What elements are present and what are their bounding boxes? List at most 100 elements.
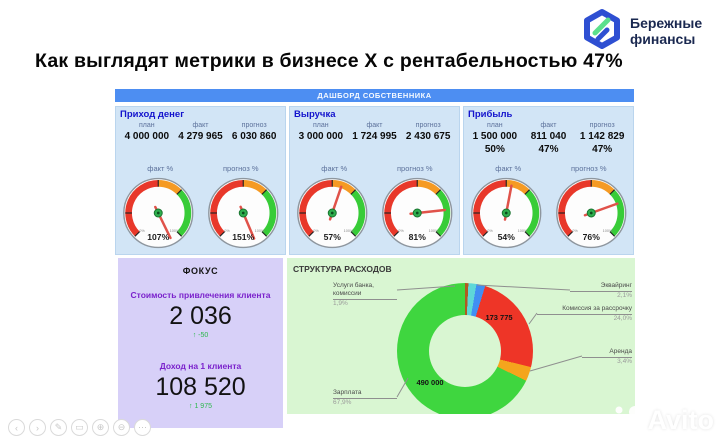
panel-title: Прибыль: [468, 109, 513, 120]
kpi-col-plan: план 1 500 000 50%: [468, 122, 522, 164]
callout-percent: 2,1%: [617, 292, 632, 300]
callout-percent: 67,9%: [333, 399, 352, 407]
gauge-labels: факт % прогноз %: [294, 164, 455, 173]
kpi-col-value: 1 500 000: [472, 131, 518, 142]
svg-text:100%: 100%: [428, 229, 438, 233]
kpi-col-value: 811 040: [530, 131, 567, 142]
svg-text:100%: 100%: [254, 229, 264, 233]
brand-name-line2: финансы: [630, 30, 696, 47]
focus-header: ФОКУС: [182, 266, 219, 276]
kpi-col-label: план: [487, 122, 503, 129]
kpi-col-value: 3 000 000: [298, 131, 344, 142]
prev-icon[interactable]: ‹: [8, 419, 25, 436]
gauge-label-fact: факт %: [321, 164, 348, 173]
cac-delta: ↑ -50: [192, 332, 209, 339]
kpi-col-percent: 50%: [484, 144, 505, 155]
dashboard-header: ДАШБОРД СОБСТВЕННИКА: [115, 89, 634, 102]
kpi-panel-row: Приход денег план 4 000 000 факт 4 279 9…: [115, 106, 634, 255]
kpi-col-plan: план 4 000 000: [120, 122, 174, 164]
kpi-col-label: план: [313, 122, 329, 129]
svg-text:100%: 100%: [518, 229, 528, 233]
kpi-col-forecast: прогноз 6 030 860: [227, 122, 281, 164]
gauge-labels: факт % прогноз %: [468, 164, 629, 173]
slice-value-installment: 173 775: [485, 313, 513, 322]
svg-text:0%: 0%: [487, 229, 493, 233]
shape-icon[interactable]: ▭: [71, 419, 88, 436]
kpi-col-label: прогноз: [589, 122, 615, 129]
revenue-per-client-label: Доход на 1 клиента: [159, 361, 242, 371]
gauge-fact: 0% 100% 107%: [120, 174, 197, 252]
panel-revenue: Выручка план 3 000 000 факт 1 724 995 пр…: [289, 106, 460, 255]
kpi-columns: план 1 500 000 50% факт 811 040 47% прог…: [468, 122, 629, 164]
panel-title: Приход денег: [120, 109, 185, 120]
page-title: Как выглядят метрики в бизнесе X с рента…: [35, 50, 623, 72]
kpi-columns: план 4 000 000 факт 4 279 965 прогноз 6 …: [120, 122, 281, 164]
callout-percent: 24,0%: [613, 315, 632, 323]
kpi-col-value: 1 724 995: [352, 131, 397, 142]
callout-label: Комиссия за рассрочку: [537, 305, 632, 316]
callout-percent: 1,9%: [333, 300, 348, 308]
avito-watermark: Avito: [611, 403, 715, 438]
gauge-pair: 0% 100% 107% 0% 100% 151%: [120, 174, 281, 252]
gauge-label-forecast: прогноз %: [222, 164, 259, 173]
gauge-forecast: 0% 100% 81%: [379, 174, 456, 252]
expenses-title: СТРУКТУРА РАСХОДОВ: [293, 264, 392, 274]
avito-logo-icon: [611, 403, 645, 438]
next-icon[interactable]: ›: [29, 419, 46, 436]
gauge-pair: 0% 100% 54% 0% 100% 76%: [468, 174, 629, 252]
kpi-col-fact: факт 1 724 995: [348, 122, 402, 164]
gauge-label-forecast: прогноз %: [570, 164, 607, 173]
kpi-col-label: прогноз: [241, 122, 267, 129]
panel-title: Выручка: [294, 109, 336, 120]
kpi-col-label: план: [139, 122, 155, 129]
avito-wordmark: Avito: [647, 405, 715, 435]
kpi-col-percent: 47%: [592, 144, 613, 155]
panel-profit: Прибыль план 1 500 000 50% факт 811 040 …: [463, 106, 634, 255]
gauge-label-forecast: прогноз %: [396, 164, 433, 173]
more-icon[interactable]: ⋯: [134, 419, 151, 436]
callout-label: Аренда: [582, 348, 632, 359]
gauge-forecast: 0% 100% 151%: [205, 174, 282, 252]
gauge-forecast: 0% 100% 76%: [553, 174, 630, 252]
gauge-fact: 0% 100% 57%: [294, 174, 371, 252]
callout-bank-fees: Услуги банка, комиссии 1,9%: [333, 282, 397, 308]
kpi-columns: план 3 000 000 факт 1 724 995 прогноз 2 …: [294, 122, 455, 164]
kpi-col-value: 1 142 829: [579, 131, 625, 142]
callout-acquiring: Эквайринг 2,1%: [570, 282, 632, 300]
cac-value: 2 036: [169, 302, 232, 330]
pen-icon[interactable]: ✎: [50, 419, 67, 436]
kpi-col-value: 4 000 000: [124, 131, 170, 142]
gauge-labels: факт % прогноз %: [120, 164, 281, 173]
kpi-col-label: факт: [192, 122, 209, 129]
expenses-panel: СТРУКТУРА РАСХОДОВ 173 775 490 000 Услуг…: [287, 258, 635, 414]
gauge-pair: 0% 100% 57% 0% 100% 81%: [294, 174, 455, 252]
svg-text:54%: 54%: [498, 232, 516, 242]
kpi-col-label: факт: [366, 122, 383, 129]
brand-logo-icon: [582, 8, 622, 55]
svg-text:76%: 76%: [582, 232, 600, 242]
zoom-out-icon[interactable]: ⊖: [113, 419, 130, 436]
kpi-col-plan: план 3 000 000: [294, 122, 348, 164]
focus-panel: ФОКУС Стоимость привлечения клиента 2 03…: [118, 258, 283, 428]
svg-text:0%: 0%: [398, 229, 404, 233]
kpi-col-forecast: прогноз 1 142 829 47%: [575, 122, 629, 164]
svg-text:81%: 81%: [408, 232, 426, 242]
kpi-col-fact: факт 811 040 47%: [522, 122, 576, 164]
callout-label: Зарплата: [333, 389, 397, 400]
svg-text:100%: 100%: [602, 229, 612, 233]
kpi-col-value: 4 279 965: [178, 131, 223, 142]
callout-salary: Зарплата 67,9%: [333, 389, 397, 407]
kpi-col-fact: факт 4 279 965: [174, 122, 228, 164]
kpi-col-forecast: прогноз 2 430 675: [401, 122, 455, 164]
gauge-fact: 0% 100% 54%: [468, 174, 545, 252]
zoom-in-icon[interactable]: ⊕: [92, 419, 109, 436]
svg-text:0%: 0%: [224, 229, 230, 233]
donut-hole: [429, 315, 501, 387]
revenue-per-client-value: 108 520: [155, 373, 246, 401]
revenue-per-client-delta: ↑ 1 975: [189, 403, 212, 410]
callout-label: Эквайринг: [570, 282, 632, 293]
svg-text:0%: 0%: [313, 229, 319, 233]
svg-text:0%: 0%: [572, 229, 578, 233]
callout-installment-fee: Комиссия за рассрочку 24,0%: [537, 305, 632, 323]
brand-logo: Бережные финансы: [582, 8, 702, 55]
